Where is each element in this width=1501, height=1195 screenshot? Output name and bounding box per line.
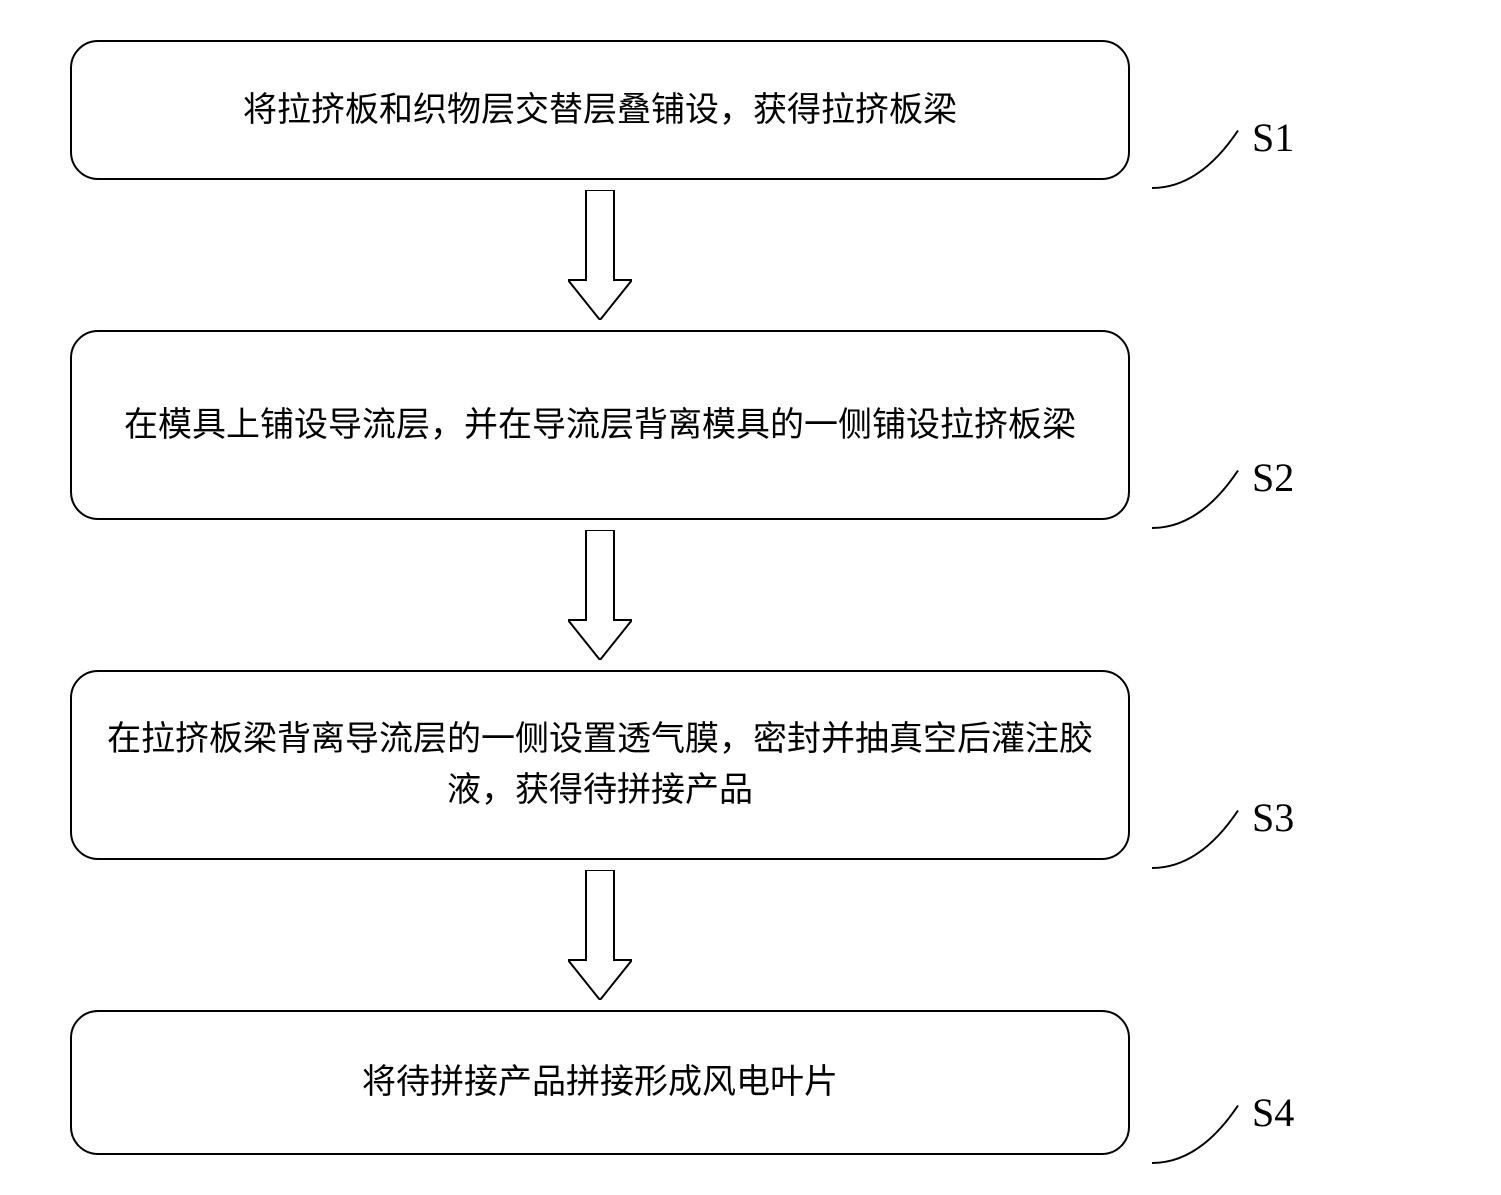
step-label-connector: S2 <box>1150 460 1294 530</box>
flow-step-box: 将待拼接产品拼接形成风电叶片 <box>70 1010 1130 1155</box>
arrow-down-icon <box>568 530 632 660</box>
flow-arrow <box>70 190 1130 320</box>
flow-step-box: 在拉挤板梁背离导流层的一侧设置透气膜，密封并抽真空后灌注胶液，获得待拼接产品 <box>70 670 1130 860</box>
flow-arrow <box>70 870 1130 1000</box>
flow-step-row: 在拉挤板梁背离导流层的一侧设置透气膜，密封并抽真空后灌注胶液，获得待拼接产品 S3 <box>30 670 1470 860</box>
flow-arrow <box>70 530 1130 660</box>
step-label-connector: S4 <box>1150 1095 1294 1165</box>
flow-step-row: 在模具上铺设导流层，并在导流层背离模具的一侧铺设拉挤板梁 S2 <box>30 330 1470 520</box>
connector-curve-icon <box>1150 1095 1240 1165</box>
step-label: S3 <box>1252 794 1294 841</box>
flowchart: 将拉挤板和织物层交替层叠铺设，获得拉挤板梁 S1 在模具上铺设导流层，并在导流层背离… <box>30 40 1470 1155</box>
flow-step-row: 将拉挤板和织物层交替层叠铺设，获得拉挤板梁 S1 <box>30 40 1470 180</box>
step-label: S2 <box>1252 454 1294 501</box>
connector-curve-icon <box>1150 120 1240 190</box>
step-label-connector: S1 <box>1150 120 1294 190</box>
flow-step-box: 在模具上铺设导流层，并在导流层背离模具的一侧铺设拉挤板梁 <box>70 330 1130 520</box>
arrow-down-icon <box>568 870 632 1000</box>
step-label-connector: S3 <box>1150 800 1294 870</box>
connector-curve-icon <box>1150 460 1240 530</box>
flow-step-row: 将待拼接产品拼接形成风电叶片 S4 <box>30 1010 1470 1155</box>
step-label: S1 <box>1252 114 1294 161</box>
arrow-down-icon <box>568 190 632 320</box>
flow-step-box: 将拉挤板和织物层交替层叠铺设，获得拉挤板梁 <box>70 40 1130 180</box>
connector-curve-icon <box>1150 800 1240 870</box>
step-label: S4 <box>1252 1089 1294 1136</box>
